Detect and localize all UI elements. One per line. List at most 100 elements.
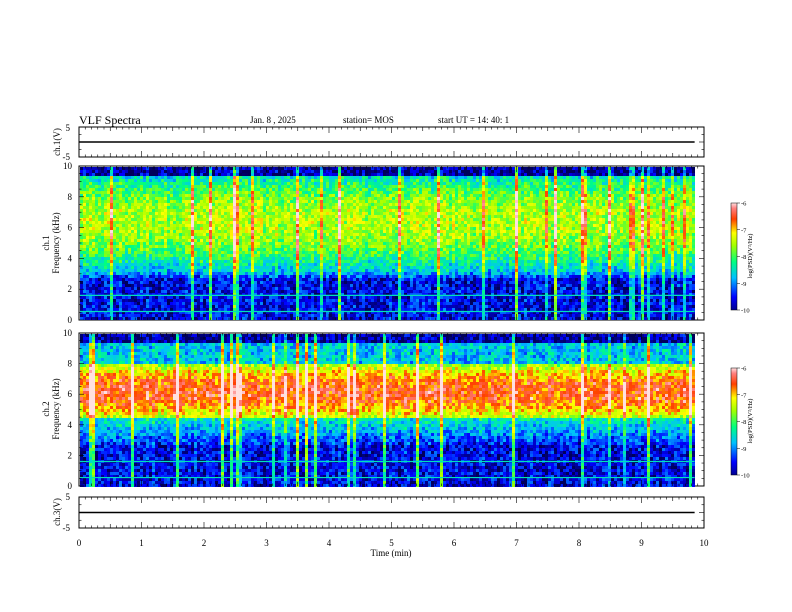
spectrogram-cell xyxy=(674,206,677,209)
spectrogram-cell xyxy=(497,224,500,227)
spectrogram-cell xyxy=(377,179,380,182)
spectrogram-cell xyxy=(500,215,503,218)
spectrogram-cell xyxy=(461,230,464,233)
spectrogram-cell xyxy=(224,200,227,203)
spectrogram-cell xyxy=(461,167,464,170)
spectrogram-cell xyxy=(626,224,629,227)
spectrogram-cell xyxy=(458,194,461,197)
spectrogram-cell xyxy=(605,167,608,170)
spectrogram-cell xyxy=(338,230,341,233)
spectrogram-cell xyxy=(485,215,488,218)
spectrogram-cell xyxy=(281,230,284,233)
spectrogram-cell xyxy=(341,227,344,230)
spectrogram-cell xyxy=(551,179,554,182)
spectrogram-cell xyxy=(248,209,251,212)
spectrogram-cell xyxy=(98,179,101,182)
spectrogram-cell xyxy=(659,173,662,176)
spectrogram-cell xyxy=(383,197,386,200)
spectrogram-cell xyxy=(392,182,395,185)
spectrogram-cell xyxy=(683,200,686,203)
spectrogram-cell xyxy=(188,218,191,221)
spectrogram-cell xyxy=(233,224,236,227)
spectrogram-cell xyxy=(248,191,251,194)
spectrogram-cell xyxy=(137,191,140,194)
spectrogram-cell xyxy=(578,179,581,182)
spectrogram-cell xyxy=(665,197,668,200)
spectrogram-cell xyxy=(386,212,389,215)
spectrogram-cell xyxy=(299,167,302,170)
spectrogram-cell xyxy=(611,188,614,191)
spectrogram-cell xyxy=(593,221,596,224)
spectrogram-cell xyxy=(665,176,668,179)
spectrogram-cell xyxy=(536,173,539,176)
spectrogram-cell xyxy=(134,194,137,197)
spectrogram-cell xyxy=(125,236,128,239)
spectrogram-cell xyxy=(464,227,467,230)
spectrogram-cell xyxy=(572,209,575,212)
spectrogram-cell xyxy=(506,221,509,224)
spectrogram-cell xyxy=(269,191,272,194)
spectrogram-cell xyxy=(320,230,323,233)
spectrogram-cell xyxy=(383,176,386,179)
spectrogram-cell xyxy=(239,191,242,194)
spectrogram-cell xyxy=(641,218,644,221)
spectrogram-cell xyxy=(230,182,233,185)
spectrogram-cell xyxy=(368,218,371,221)
spectrogram-cell xyxy=(209,200,212,203)
spectrogram-cell xyxy=(485,206,488,209)
spectrogram-cell xyxy=(467,224,470,227)
spectrogram-cell xyxy=(287,203,290,206)
spectrogram-cell xyxy=(554,218,557,221)
spectrogram-cell xyxy=(620,191,623,194)
spectrogram-cell xyxy=(104,194,107,197)
spectrogram-cell xyxy=(254,173,257,176)
spectrogram-cell xyxy=(368,170,371,173)
spectrogram-cell xyxy=(566,206,569,209)
spectrogram-cell xyxy=(500,206,503,209)
spectrogram-cell xyxy=(578,236,581,239)
spectrogram-cell xyxy=(134,236,137,239)
spectrogram-cell xyxy=(614,221,617,224)
spectrogram-cell xyxy=(398,182,401,185)
spectrogram-cell xyxy=(692,179,695,182)
spectrogram-cell xyxy=(629,236,632,239)
spectrogram-cell xyxy=(425,218,428,221)
spectrogram-cell xyxy=(305,188,308,191)
spectrogram-cell xyxy=(218,239,221,242)
spectrogram-cell xyxy=(122,197,125,200)
spectrogram-cell xyxy=(140,209,143,212)
spectrogram-cell xyxy=(575,224,578,227)
spectrogram-cell xyxy=(365,218,368,221)
spectrogram-cell xyxy=(629,197,632,200)
spectrogram-cell xyxy=(125,230,128,233)
spectrogram-cell xyxy=(290,191,293,194)
spectrogram-cell xyxy=(314,200,317,203)
spectrogram-cell xyxy=(422,233,425,236)
spectrogram-cell xyxy=(503,230,506,233)
spectrogram-cell xyxy=(623,173,626,176)
spectrogram-cell xyxy=(152,218,155,221)
spectrogram-cell xyxy=(608,179,611,182)
spectrogram-cell xyxy=(332,227,335,230)
spectrogram-cell xyxy=(566,203,569,206)
spectrogram-cell xyxy=(629,233,632,236)
spectrogram-cell xyxy=(107,239,110,242)
spectrogram-cell xyxy=(563,197,566,200)
spectrogram-cell xyxy=(566,185,569,188)
spectrogram-cell xyxy=(365,197,368,200)
spectrogram-cell xyxy=(524,203,527,206)
spectrogram-cell xyxy=(644,218,647,221)
spectrogram-cell xyxy=(317,173,320,176)
spectrogram-cell xyxy=(326,203,329,206)
spectrogram-cell xyxy=(194,170,197,173)
spectrogram-cell xyxy=(599,224,602,227)
spectrogram-cell xyxy=(386,209,389,212)
spectrogram-cell xyxy=(596,209,599,212)
spectrogram-cell xyxy=(560,215,563,218)
spectrogram-cell xyxy=(122,170,125,173)
spectrogram-cell xyxy=(521,209,524,212)
spectrogram-cell xyxy=(539,191,542,194)
spectrogram-cell xyxy=(227,218,230,221)
spectrogram-cell xyxy=(545,200,548,203)
spectrogram-cell xyxy=(143,191,146,194)
